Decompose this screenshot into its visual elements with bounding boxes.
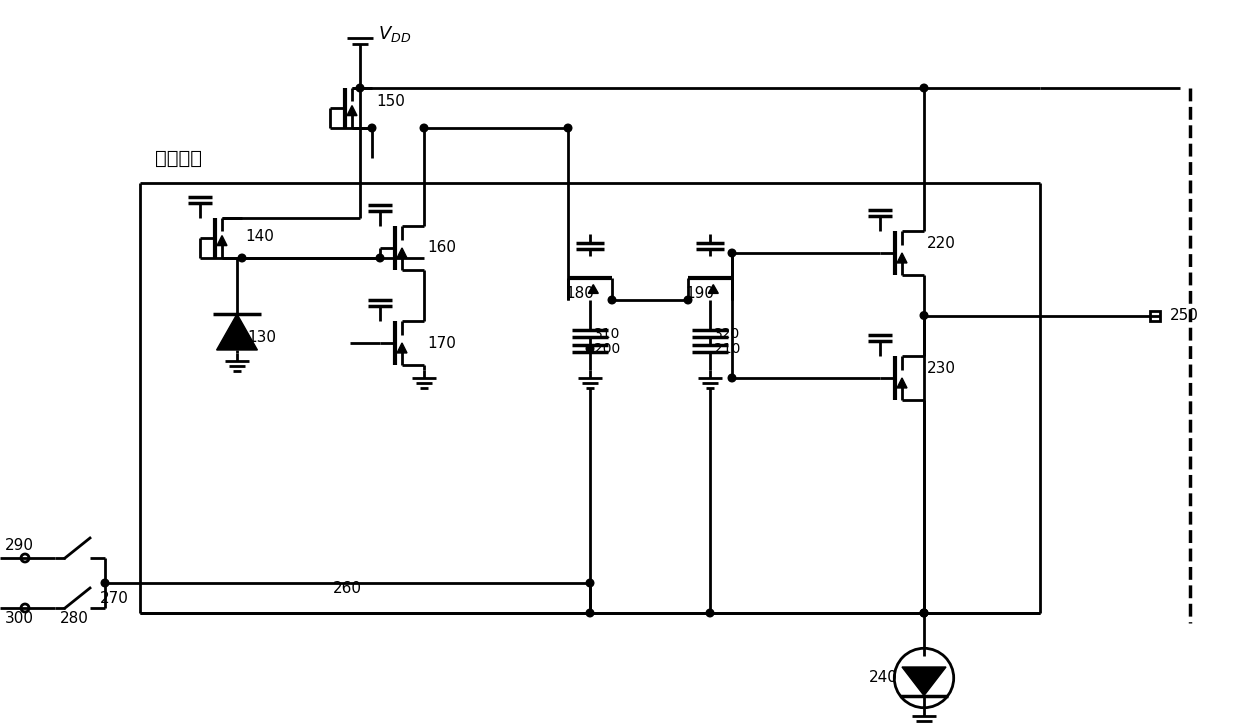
Text: 210: 210 [714,341,740,356]
Text: 220: 220 [928,236,956,251]
Text: 280: 280 [60,611,89,626]
Circle shape [102,579,109,587]
Text: 270: 270 [100,591,129,606]
Text: 200: 200 [594,341,620,356]
Bar [1149,310,1159,320]
Polygon shape [901,667,946,696]
Text: 300: 300 [5,611,33,626]
Polygon shape [217,314,258,350]
Text: 像素单元: 像素单元 [155,149,202,168]
Circle shape [920,609,928,617]
Text: 130: 130 [247,330,277,346]
Circle shape [608,296,616,304]
Text: 250: 250 [1171,308,1199,323]
Circle shape [368,124,376,132]
Text: 230: 230 [928,361,956,376]
Circle shape [920,84,928,92]
Polygon shape [347,106,357,116]
Text: 160: 160 [427,241,456,255]
Text: 240: 240 [869,670,898,685]
Circle shape [420,124,428,132]
Text: 170: 170 [427,335,456,351]
Polygon shape [897,378,906,388]
Text: 260: 260 [334,581,362,596]
Polygon shape [217,236,227,246]
Circle shape [238,254,246,262]
Circle shape [376,254,384,262]
Text: $V_{DD}$: $V_{DD}$ [378,24,412,44]
Circle shape [684,296,692,304]
Circle shape [564,124,572,132]
Text: 180: 180 [565,286,594,301]
Text: 290: 290 [5,538,33,553]
Circle shape [920,609,928,617]
Circle shape [587,609,594,617]
Text: 310: 310 [594,327,620,341]
Polygon shape [397,248,407,258]
Circle shape [707,609,714,617]
Circle shape [356,84,363,92]
Polygon shape [897,253,906,263]
Circle shape [587,579,594,587]
Circle shape [728,375,735,382]
Text: 140: 140 [246,229,274,244]
Text: 150: 150 [376,94,405,109]
Polygon shape [588,285,598,294]
Polygon shape [397,343,407,353]
Circle shape [728,249,735,257]
Circle shape [920,312,928,320]
Circle shape [587,345,594,352]
Text: 190: 190 [684,286,714,301]
Text: 320: 320 [714,327,740,341]
Polygon shape [708,285,718,294]
